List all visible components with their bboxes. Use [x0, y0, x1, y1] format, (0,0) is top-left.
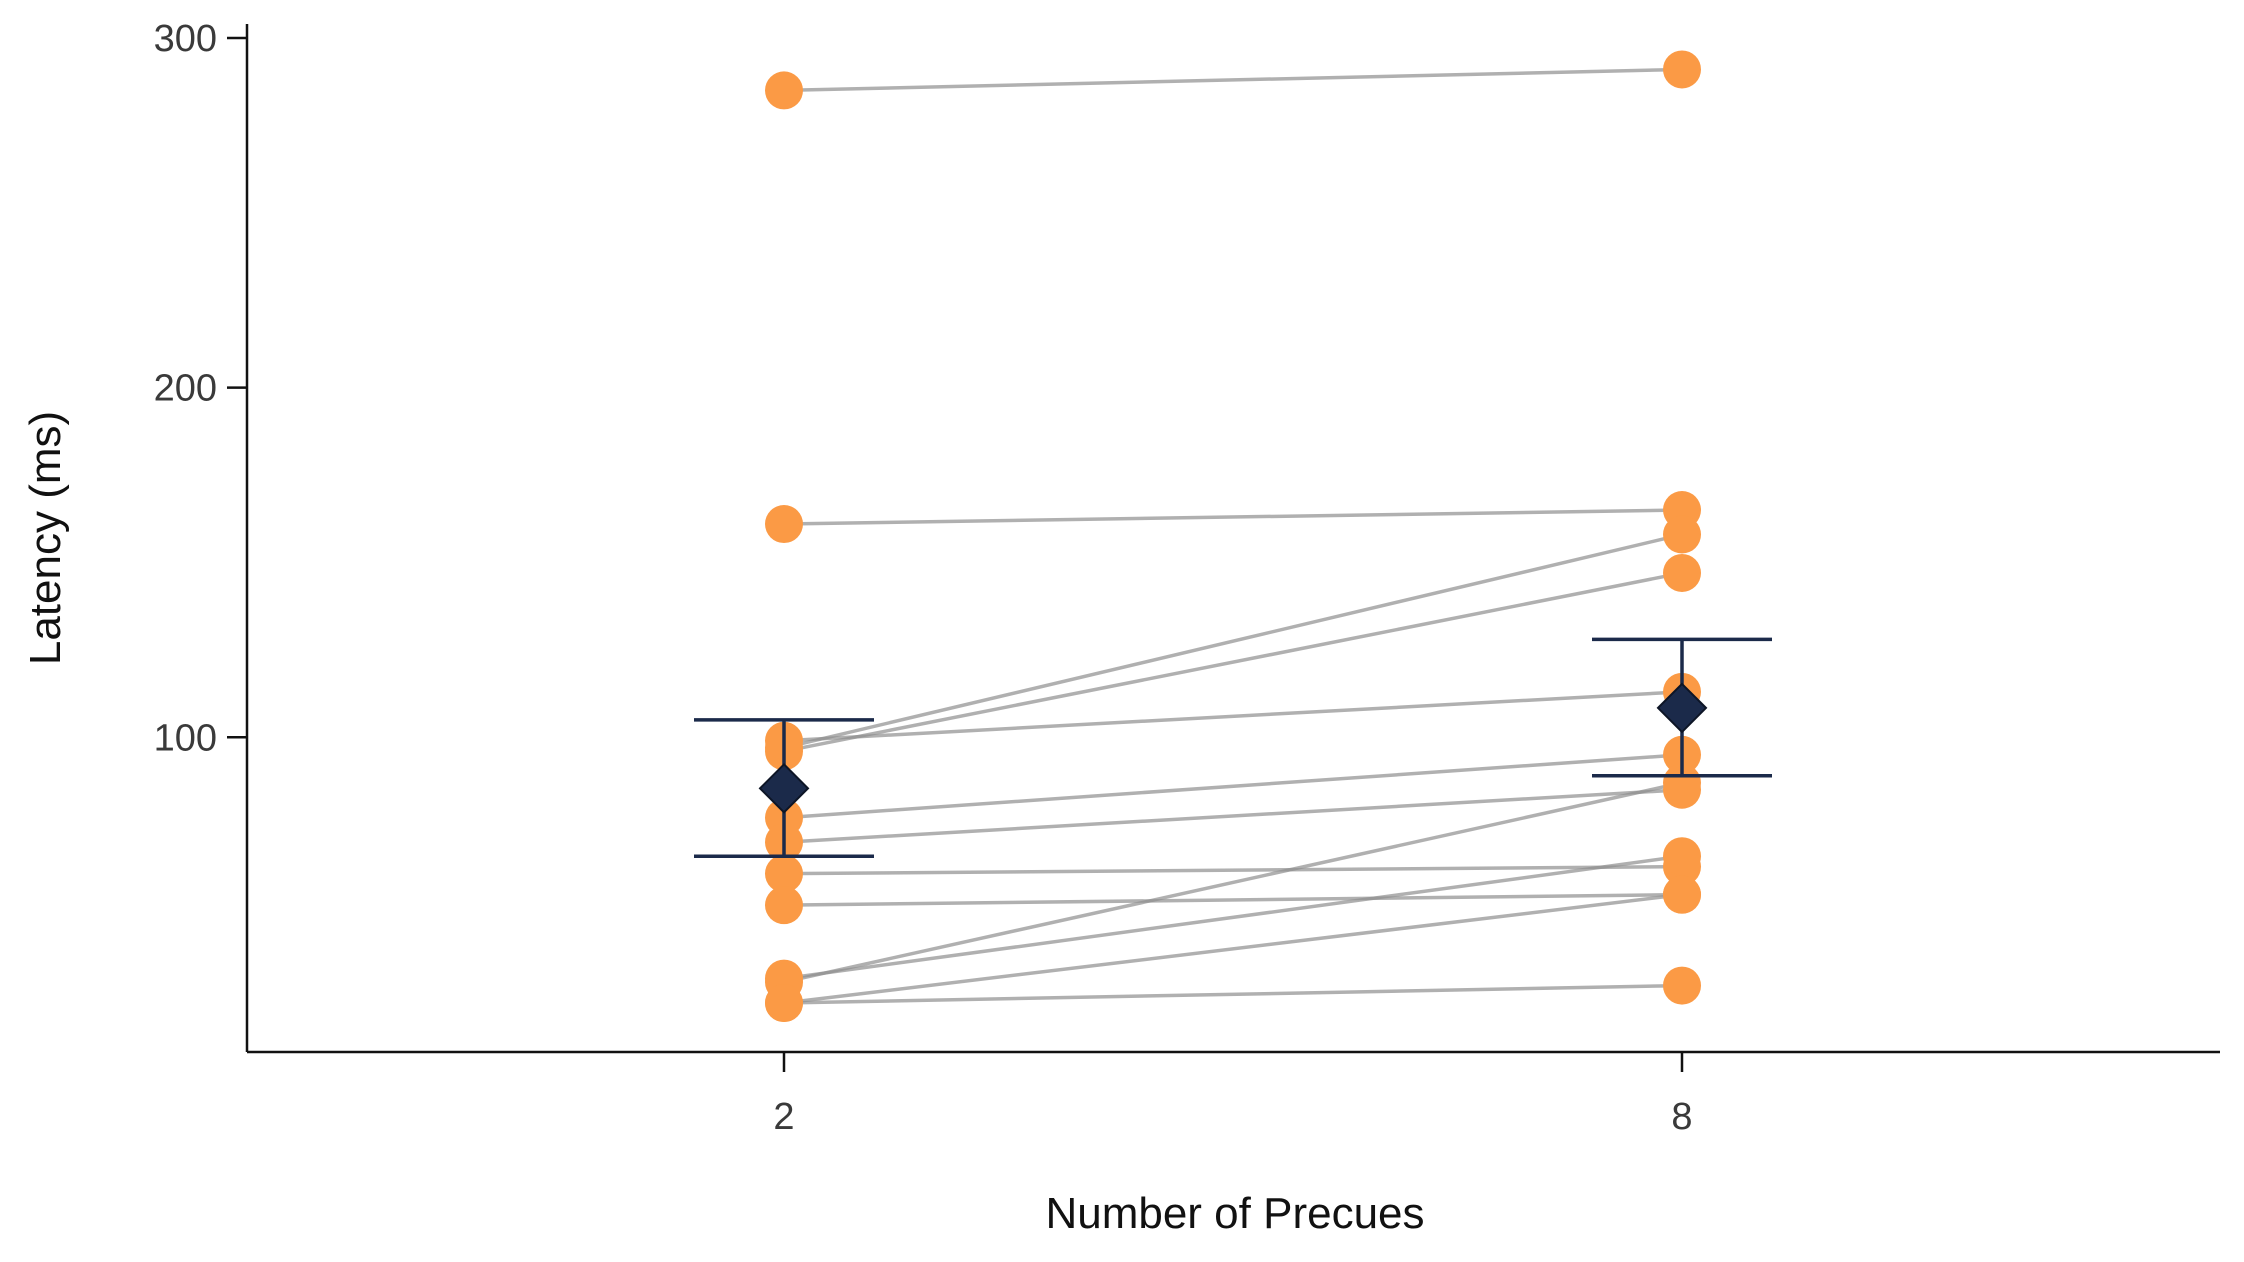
data-point — [1663, 837, 1701, 876]
data-point — [765, 854, 803, 893]
mean-marker — [1656, 682, 1708, 734]
data-point — [1663, 50, 1701, 89]
subject-line — [783, 892, 1683, 907]
data-point — [765, 505, 803, 544]
x-tick-label: 8 — [1671, 1096, 1692, 1138]
data-points — [765, 50, 1701, 1023]
mean-markers — [758, 682, 1708, 814]
data-point — [1663, 553, 1701, 592]
error-bars — [694, 637, 1772, 858]
ticks: 100 200 300 2 8 — [154, 18, 1693, 1138]
subject-line — [783, 571, 1683, 754]
subject-line — [783, 983, 1683, 1005]
y-tick-label: 300 — [154, 18, 217, 60]
x-tick-label: 2 — [773, 1096, 794, 1138]
subject-line — [783, 67, 1683, 93]
subject-line — [783, 788, 1683, 844]
axes — [245, 24, 2220, 1054]
subject-line — [783, 508, 1683, 526]
data-point — [1663, 515, 1701, 554]
subject-line — [783, 753, 1683, 820]
subject-line — [783, 854, 1683, 981]
subject-line — [783, 864, 1683, 876]
data-point — [1663, 763, 1701, 802]
data-point — [1663, 875, 1701, 914]
mean-marker — [758, 762, 810, 814]
data-point — [765, 984, 803, 1023]
data-point — [1663, 966, 1701, 1005]
connector-lines — [783, 67, 1683, 1005]
data-point — [765, 886, 803, 925]
subject-line — [783, 892, 1683, 1005]
y-axis-label: Latency (ms) — [21, 411, 70, 665]
y-tick-label: 200 — [154, 368, 217, 410]
subject-line — [783, 532, 1683, 750]
x-axis-label: Number of Precues — [1045, 1189, 1424, 1238]
y-tick-label: 100 — [154, 717, 217, 759]
subject-line — [783, 690, 1683, 743]
data-point — [765, 71, 803, 110]
subject-line — [783, 781, 1683, 984]
